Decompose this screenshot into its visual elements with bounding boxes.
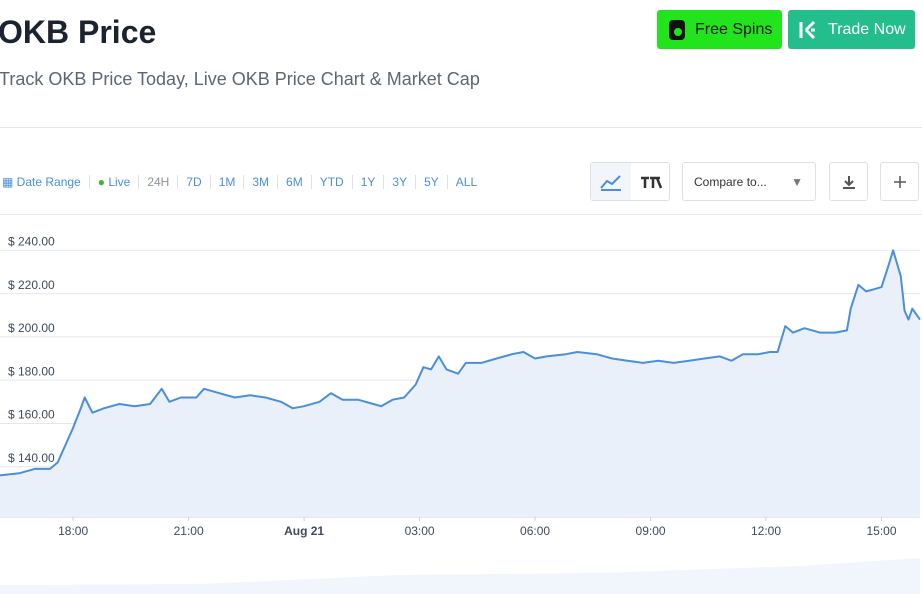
x-tick-label: 21:00	[174, 524, 204, 538]
range-option[interactable]: ALL	[446, 175, 485, 189]
range-option[interactable]: 6M	[277, 175, 311, 189]
range-option[interactable]: 24H	[138, 175, 177, 189]
button-label: Trade Now	[828, 20, 906, 38]
divider	[0, 214, 922, 215]
range-option[interactable]: 1M	[209, 175, 244, 189]
range-option[interactable]: 7D	[177, 175, 209, 189]
live[interactable]: ● Live	[88, 175, 139, 189]
live-label: Live	[108, 175, 131, 189]
x-tick-label: 18:00	[58, 524, 88, 538]
range-option[interactable]: 1Y	[351, 175, 384, 189]
y-tick-label: $ 140.00	[8, 451, 55, 465]
y-tick-label: $ 220.00	[8, 278, 55, 292]
compare-dropdown[interactable]: Compare to... ▼	[682, 162, 816, 201]
icons	[591, 163, 663, 200]
download-button[interactable]	[829, 162, 868, 201]
navigator	[0, 558, 920, 594]
range-option[interactable]: YTD	[310, 175, 352, 189]
x-tick-label: 03:00	[405, 524, 435, 538]
range-option[interactable]: 5Y	[415, 175, 447, 189]
y-tick-label: $ 180.00	[8, 364, 55, 378]
compare-label: Compare to...	[694, 174, 767, 189]
toolbar: ▦ Date Range ● Live 24H 7D 1M 3M 6M YTD 1Y 3Y 5Y…	[0, 173, 485, 191]
price-line	[0, 249, 921, 477]
range-option[interactable]: 3M	[243, 175, 277, 189]
free-spins-button[interactable]: Free Spins	[657, 10, 782, 49]
icon	[799, 20, 816, 39]
divider	[0, 127, 922, 128]
x-tick-label: Aug 21	[284, 524, 324, 538]
y-tick-label: $ 160.00	[8, 408, 55, 422]
x-tick-label: 12:00	[751, 524, 781, 538]
area	[0, 250, 920, 518]
date-range-label: Date Range	[16, 175, 81, 189]
x-tick-label: 06:00	[520, 524, 550, 538]
subtitle: Track OKB Price Today, Live OKB Price Ch…	[0, 69, 480, 89]
icon	[893, 175, 906, 188]
x-tick-label: 09:00	[636, 524, 666, 538]
button-label: Free Spins	[695, 20, 773, 38]
y-tick-label: $ 200.00	[8, 321, 55, 335]
trade-now-button[interactable]: Trade Now	[788, 10, 915, 49]
move-button[interactable]	[880, 162, 919, 201]
range-option[interactable]: 3Y	[383, 175, 415, 189]
icon	[842, 175, 855, 189]
icon	[669, 19, 685, 40]
title: OKB Price	[0, 14, 157, 50]
y-tick-label: $ 240.00	[8, 234, 55, 248]
date-range[interactable]: ▦ Date Range	[2, 175, 81, 189]
x-tick-label: 15:00	[866, 524, 896, 538]
chart-type-toggle	[590, 162, 670, 201]
